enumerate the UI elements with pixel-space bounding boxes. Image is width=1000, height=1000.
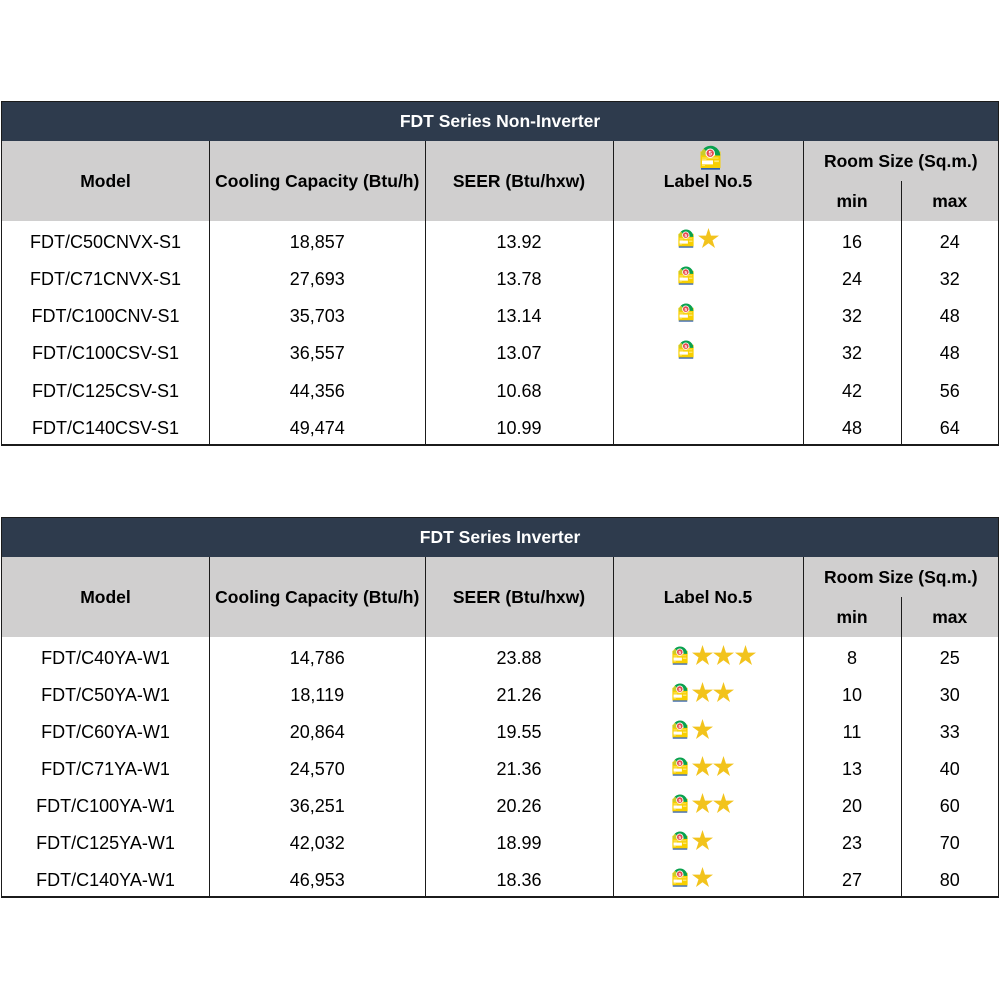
- svg-text:5: 5: [678, 797, 681, 803]
- svg-text:5: 5: [684, 270, 687, 276]
- svg-text:5: 5: [678, 650, 681, 656]
- svg-text:5: 5: [678, 724, 681, 730]
- svg-text:5: 5: [708, 150, 712, 157]
- svg-text:5: 5: [678, 871, 681, 877]
- svg-text:5: 5: [678, 761, 681, 767]
- svg-text:5: 5: [678, 834, 681, 840]
- svg-text:5: 5: [684, 344, 687, 350]
- svg-text:5: 5: [684, 307, 687, 313]
- svg-text:5: 5: [678, 687, 681, 693]
- svg-text:5: 5: [684, 232, 687, 238]
